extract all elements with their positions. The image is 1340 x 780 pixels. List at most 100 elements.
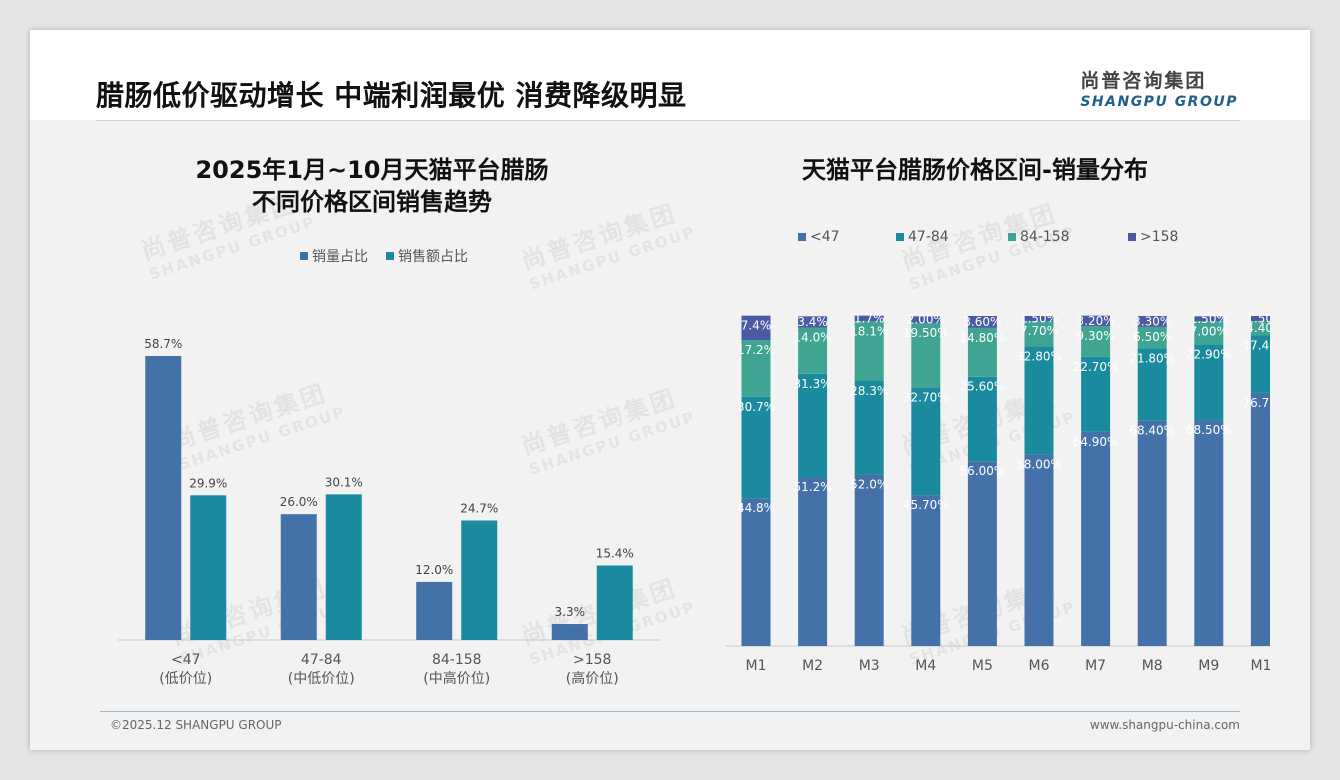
- segment-value-label: 9.30%: [1077, 329, 1115, 343]
- stacked-bar-segment: [1194, 419, 1224, 646]
- segment-value-label: 25.60%: [960, 380, 1006, 394]
- segment-value-label: 1.7%: [854, 311, 885, 325]
- x-tick-sublabel: (高价位): [566, 670, 619, 687]
- segment-value-label: 64.90%: [1073, 435, 1119, 449]
- x-tick-label: <47: [171, 652, 201, 668]
- legend-swatch: [798, 233, 806, 241]
- logo-chinese-text: 尚普咨询集团: [1080, 70, 1207, 92]
- x-tick-label: M3: [859, 658, 880, 674]
- segment-value-label: 31.3%: [794, 377, 832, 391]
- header-divider: [96, 120, 1240, 121]
- segment-value-label: 7.70%: [1020, 324, 1058, 338]
- segment-value-label: 3.60%: [963, 315, 1001, 329]
- segment-value-label: 19.50%: [903, 326, 949, 340]
- segment-value-label: 30.7%: [737, 400, 775, 414]
- website-url: www.shangpu-china.com: [1089, 718, 1240, 732]
- segment-value-label: 3.4%: [797, 315, 828, 329]
- bar-amount: [190, 495, 227, 640]
- bar-value-label: 24.7%: [460, 501, 498, 515]
- stacked-bar-segment: [1250, 320, 1270, 336]
- stacked-bar-segment: [911, 322, 941, 388]
- stacked-bar-segment: [911, 316, 941, 323]
- bar-volume: [280, 514, 317, 640]
- segment-value-label: 17.2%: [737, 343, 775, 357]
- legend-swatch: [300, 252, 308, 260]
- segment-value-label: 32.70%: [903, 390, 949, 404]
- x-tick-label: M7: [1085, 658, 1106, 674]
- stacked-bar-segment: [741, 396, 771, 499]
- segment-value-label: 3.30%: [1133, 314, 1171, 328]
- segment-value-label: 56.00%: [960, 464, 1006, 478]
- segment-value-label: 2.00%: [907, 313, 945, 327]
- bar-volume: [145, 355, 182, 640]
- legend-item-gt158: >158: [1128, 229, 1178, 245]
- stacked-bar-segment: [1137, 420, 1167, 646]
- legend-label: >158: [1140, 229, 1179, 245]
- footer-divider: [100, 711, 1240, 712]
- segment-value-label: 6.50%: [1133, 330, 1171, 344]
- segment-value-label: 7.4%: [741, 319, 772, 333]
- segment-value-label: 1.50%: [1246, 311, 1270, 325]
- legend-label: 47-84: [908, 229, 949, 245]
- x-tick-label: >158: [573, 652, 611, 668]
- stacked-bar-segment: [911, 387, 941, 496]
- segment-value-label: 21.80%: [1129, 351, 1175, 365]
- x-tick-label: M8: [1142, 658, 1163, 674]
- bar-amount: [325, 494, 362, 640]
- bar-value-label: 26.0%: [280, 495, 318, 509]
- stacked-bar-segment: [854, 321, 884, 382]
- copyright-text: ©2025.12 SHANGPU GROUP: [110, 718, 282, 732]
- bar-value-label: 15.4%: [596, 546, 634, 560]
- stacked-bar-segment: [1081, 315, 1111, 327]
- bar-amount: [596, 565, 633, 640]
- legend-item-sales-volume: 销量占比: [300, 246, 368, 266]
- segment-value-label: 1.50%: [1020, 311, 1058, 325]
- stacked-bar-segment: [1194, 344, 1224, 420]
- left-bar-chart: 58.7% 29.9% <47 (低价位) 26.0% 30.1% 47-84 (中低价位) 1…: [118, 337, 660, 687]
- bar-volume: [416, 581, 453, 640]
- left-chart-title-line2: 不同价格区间销售趋势: [252, 188, 492, 216]
- segment-value-label: 68.50%: [1186, 423, 1232, 437]
- bar-volume: [551, 624, 588, 640]
- legend-label: 销售额占比: [398, 249, 468, 265]
- segment-value-label: 68.40%: [1129, 423, 1175, 437]
- segment-value-label: 1.50%: [1190, 312, 1228, 326]
- stacked-bar-segment: [1194, 316, 1224, 322]
- stacked-bar-segment: [854, 381, 884, 475]
- stacked-bar-segment: [798, 373, 828, 478]
- stacked-bar-segment: [967, 316, 997, 328]
- stacked-bar-segment: [967, 376, 997, 462]
- x-tick-label: M4: [915, 658, 936, 674]
- stacked-bar-segment: [1194, 321, 1224, 345]
- legend-item-47-84: 47-84: [896, 229, 1008, 245]
- header: 腊肠低价驱动增长 中端利润最优 消费降级明显 尚普咨询集团 SHANGPU GR…: [30, 30, 1310, 120]
- right-chart-legend: <47 47-84 84-158 >158: [798, 229, 1178, 245]
- segment-value-label: 32.80%: [1016, 349, 1062, 363]
- stacked-bar-segment: [911, 495, 941, 646]
- stacked-bar-segment: [1024, 454, 1054, 646]
- stacked-bar-segment: [741, 340, 771, 397]
- stacked-bar-segment: [1137, 348, 1167, 421]
- x-tick-label: M6: [1029, 658, 1050, 674]
- stacked-bar-segment: [1081, 326, 1111, 357]
- legend-item-sales-amount: 销售额占比: [386, 246, 468, 266]
- stacked-bar-segment: [798, 327, 828, 374]
- x-tick-label: 47-84: [301, 652, 342, 668]
- stacked-bar-segment: [1081, 356, 1111, 432]
- stacked-bar-segment: [741, 315, 771, 341]
- segment-value-label: 14.80%: [960, 331, 1006, 345]
- stacked-bar-segment: [1081, 431, 1111, 646]
- left-chart-title-line1: 2025年1月~10月天猫平台腊肠: [195, 156, 549, 184]
- x-tick-label: M5: [972, 658, 993, 674]
- bar-value-label: 29.9%: [189, 476, 227, 490]
- bar-value-label: 12.0%: [415, 563, 453, 577]
- stacked-bar-segment: [1250, 392, 1270, 646]
- right-stacked-bar-chart: 44.8% 30.7% 17.2% 7.4% M1 51.2% 31.3% 14.0% 3.4%…: [726, 311, 1270, 674]
- stacked-bar-segment: [741, 498, 771, 646]
- legend-swatch: [1008, 233, 1016, 241]
- bar-value-label: 58.7%: [144, 337, 182, 351]
- segment-value-label: 51.2%: [794, 480, 832, 494]
- stacked-bar-segment: [1024, 346, 1054, 455]
- bar-amount: [461, 520, 498, 640]
- segment-value-label: 3.20%: [1077, 314, 1115, 328]
